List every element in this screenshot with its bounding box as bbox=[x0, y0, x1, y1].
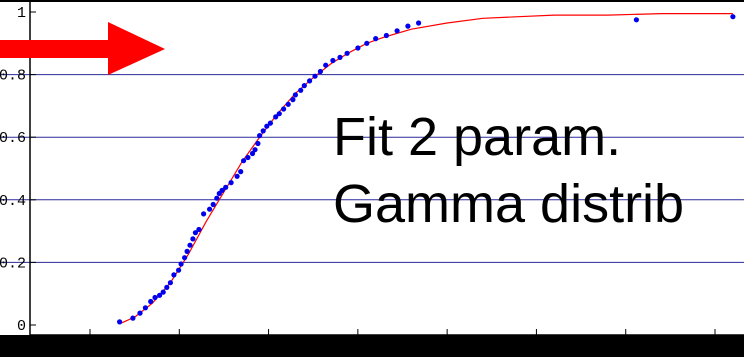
data-point-49 bbox=[323, 62, 329, 68]
red-arrow bbox=[0, 22, 165, 75]
data-point-20 bbox=[207, 206, 213, 212]
x-tick-label-5: 12.5 bbox=[518, 342, 554, 357]
y-tick-label-0: 0 bbox=[17, 318, 26, 335]
data-point-48 bbox=[317, 68, 323, 75]
data-point-29 bbox=[241, 158, 247, 164]
data-point-43 bbox=[292, 92, 298, 98]
data-point-33 bbox=[255, 140, 261, 147]
data-point-35 bbox=[260, 128, 266, 134]
x-tick-label-3: 7.5 bbox=[344, 342, 371, 357]
data-point-3 bbox=[142, 305, 148, 311]
data-point-42 bbox=[290, 97, 296, 103]
data-point-47 bbox=[312, 73, 318, 79]
data-point-2 bbox=[137, 310, 143, 316]
data-point-31 bbox=[249, 150, 256, 157]
data-point-34 bbox=[257, 133, 263, 139]
horizontal-gridlines bbox=[0, 74, 744, 263]
data-point-18 bbox=[196, 226, 202, 233]
data-point-38 bbox=[273, 114, 279, 120]
data-point-60 bbox=[633, 17, 640, 23]
y-tick-label-1: 0.2 bbox=[0, 255, 26, 272]
y-tick-label-4: 0.8 bbox=[0, 68, 26, 85]
data-point-39 bbox=[276, 111, 282, 117]
annotation-line-0: Fit 2 param. bbox=[333, 107, 621, 167]
data-point-36 bbox=[264, 123, 270, 129]
data-point-50 bbox=[330, 57, 336, 64]
data-point-19 bbox=[201, 211, 207, 217]
x-tick-label-0: 0 bbox=[85, 342, 94, 357]
x-tick-label-1: 2.5 bbox=[166, 342, 193, 357]
data-point-40 bbox=[281, 106, 287, 112]
data-point-54 bbox=[364, 40, 370, 46]
data-point-16 bbox=[190, 236, 196, 242]
data-point-8 bbox=[164, 284, 170, 290]
data-point-6 bbox=[157, 292, 163, 298]
data-point-22 bbox=[214, 195, 220, 201]
x-tick-label-4: 10 bbox=[438, 342, 456, 357]
data-point-28 bbox=[238, 169, 244, 175]
data-point-21 bbox=[210, 201, 216, 208]
data-point-14 bbox=[184, 248, 190, 254]
data-point-32 bbox=[252, 147, 258, 153]
y-tick-label-3: 0.6 bbox=[0, 130, 26, 147]
data-point-11 bbox=[176, 267, 182, 273]
annotation-line-1: Gamma distrib bbox=[333, 174, 684, 234]
data-point-24 bbox=[219, 187, 225, 193]
data-points bbox=[117, 14, 736, 325]
x-tick-label-6: 15 bbox=[617, 342, 635, 357]
data-point-9 bbox=[167, 280, 173, 286]
data-point-12 bbox=[178, 261, 184, 267]
data-point-1 bbox=[130, 315, 136, 321]
annotation-text: Fit 2 param. Gamma distrib bbox=[333, 107, 684, 234]
data-point-58 bbox=[405, 23, 411, 29]
data-point-45 bbox=[301, 83, 307, 89]
data-point-56 bbox=[383, 32, 389, 39]
data-point-4 bbox=[148, 298, 154, 305]
data-point-26 bbox=[228, 180, 234, 186]
data-point-52 bbox=[344, 50, 350, 56]
data-point-30 bbox=[245, 154, 251, 161]
data-point-41 bbox=[285, 101, 291, 107]
data-point-15 bbox=[187, 242, 193, 248]
x-tick-label-2: 5 bbox=[264, 342, 273, 357]
data-point-5 bbox=[152, 294, 158, 301]
data-point-37 bbox=[267, 120, 273, 126]
data-point-57 bbox=[394, 28, 400, 34]
data-point-46 bbox=[307, 78, 313, 84]
data-point-27 bbox=[234, 173, 240, 179]
data-point-59 bbox=[416, 20, 422, 26]
bottom-black-band bbox=[0, 335, 744, 357]
data-point-13 bbox=[182, 255, 188, 261]
y-tick-label-5: 1 bbox=[17, 5, 26, 22]
x-tick-label-7: 17.5 bbox=[697, 342, 733, 357]
data-point-25 bbox=[223, 184, 229, 190]
data-point-53 bbox=[355, 45, 361, 51]
data-point-61 bbox=[730, 14, 736, 20]
data-point-10 bbox=[171, 272, 177, 278]
data-point-0 bbox=[117, 319, 123, 325]
y-tick-label-2: 0.4 bbox=[0, 193, 26, 210]
data-point-44 bbox=[298, 87, 304, 93]
data-point-55 bbox=[373, 36, 379, 42]
data-point-7 bbox=[160, 289, 166, 295]
data-point-51 bbox=[337, 54, 343, 61]
data-point-17 bbox=[192, 230, 198, 236]
